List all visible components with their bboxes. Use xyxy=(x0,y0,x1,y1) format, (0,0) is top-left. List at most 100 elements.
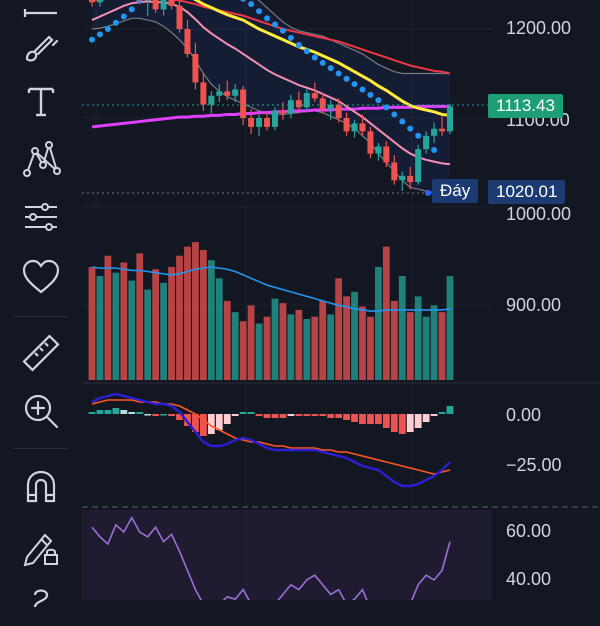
macd-histogram-bar xyxy=(287,414,295,416)
macd-histogram-bar xyxy=(398,414,406,434)
candle-body xyxy=(335,104,342,118)
sar-dot xyxy=(407,125,414,132)
volume-bar xyxy=(192,242,199,380)
current-price-badge: 1113.43 xyxy=(488,94,563,118)
macd-histogram-bar xyxy=(430,414,438,416)
volume-bar xyxy=(390,300,398,380)
volume-bar xyxy=(247,305,255,380)
volume-bar xyxy=(96,276,104,380)
sar-dot xyxy=(399,118,406,125)
price-axis-label: 900.00 xyxy=(506,295,562,315)
ruler-measure-icon[interactable] xyxy=(13,330,69,376)
candle-body xyxy=(423,135,430,150)
candle-body xyxy=(447,106,453,132)
favorites-heart-icon[interactable] xyxy=(13,254,69,300)
sar-dot xyxy=(415,132,422,139)
volume-bar xyxy=(263,316,271,380)
sar-dot xyxy=(431,147,438,154)
macd-histogram-bar xyxy=(390,414,398,432)
more-tools-icon[interactable] xyxy=(13,580,69,626)
chart-area[interactable]: 1200.00 1100.00 1000.00 900.00 1113.43 Đ… xyxy=(82,0,600,620)
volume-bar xyxy=(351,291,358,380)
volume-bar xyxy=(215,278,223,380)
macd-histogram-bar xyxy=(247,412,255,414)
macd-axis-label: −25.00 xyxy=(506,455,562,475)
volume-bar xyxy=(335,278,343,380)
volume-bar xyxy=(160,282,167,380)
macd-histogram-bar xyxy=(295,414,303,416)
candle-body xyxy=(256,118,263,127)
candle-body xyxy=(248,118,255,127)
toolbar-divider xyxy=(14,316,68,317)
text-tool-icon[interactable] xyxy=(13,78,69,124)
volume-bar xyxy=(406,312,414,380)
macd-histogram-bar xyxy=(128,412,136,414)
bollinger-fill xyxy=(92,0,450,194)
sar-dot xyxy=(271,21,278,28)
sar-dot xyxy=(383,104,390,111)
volume-bar xyxy=(430,305,438,380)
macd-histogram-bar xyxy=(327,414,335,418)
macd-histogram-bar xyxy=(168,414,175,416)
prediction-tool-icon[interactable] xyxy=(13,196,69,242)
volume-bar xyxy=(438,312,446,380)
candle-body xyxy=(367,131,374,154)
low-tag-badge: Đáy xyxy=(432,179,479,203)
sar-dot xyxy=(287,34,294,41)
volume-bar xyxy=(128,280,136,380)
macd-histogram-bar xyxy=(311,414,319,416)
candle-body xyxy=(200,82,207,105)
volume-bar xyxy=(184,246,191,380)
macd-histogram-bar xyxy=(192,414,199,432)
macd-histogram-bar xyxy=(207,414,215,434)
macd-histogram-bar xyxy=(112,408,120,414)
ema-red-line xyxy=(91,0,451,75)
volume-bar xyxy=(88,267,96,380)
macd-histogram-bar xyxy=(343,414,350,420)
rsi-axis-label: 60.00 xyxy=(506,521,552,541)
volume-bar xyxy=(327,314,335,380)
pattern-tool-icon[interactable] xyxy=(13,136,69,182)
candle-body xyxy=(415,149,422,183)
volume-bar xyxy=(207,260,215,380)
volume-bar xyxy=(144,289,152,380)
rsi-axis-label: 40.00 xyxy=(506,569,552,589)
candle-body xyxy=(399,175,406,181)
candle-body xyxy=(176,5,183,29)
price-axis-label: 1000.00 xyxy=(506,204,572,224)
sar-dot xyxy=(112,19,119,26)
zoom-in-icon[interactable] xyxy=(13,388,69,434)
macd-histogram-bar xyxy=(375,414,382,424)
sar-dot xyxy=(303,48,310,55)
volume-bar xyxy=(414,296,422,380)
sar-dot xyxy=(104,26,111,32)
candle-body xyxy=(232,89,239,96)
volume-bar xyxy=(343,296,350,380)
candle-body xyxy=(295,100,302,108)
volume-ma-line xyxy=(91,266,451,312)
candle-body xyxy=(160,0,167,10)
candle-body xyxy=(407,175,414,183)
candle-body xyxy=(271,110,278,127)
lock-drawing-icon[interactable] xyxy=(13,524,69,570)
volume-bar xyxy=(271,298,279,380)
candle-body xyxy=(240,89,247,118)
volume-bar xyxy=(168,267,175,380)
low-price-badge: 1020.01 xyxy=(488,180,566,204)
drawing-toolbar xyxy=(0,0,82,608)
sar-dot xyxy=(295,42,302,49)
macd-histogram-bar xyxy=(422,414,430,422)
macd-histogram-bar xyxy=(406,414,414,432)
sar-dot xyxy=(96,31,103,38)
trendline-tool-icon[interactable] xyxy=(13,0,69,28)
macd-histogram-bar xyxy=(303,414,311,416)
macd-histogram-bar xyxy=(160,414,167,416)
macd-histogram-bar xyxy=(255,414,263,416)
volume-bar xyxy=(104,255,112,380)
volume-bar xyxy=(375,267,382,380)
macd-histogram-bar xyxy=(438,412,446,414)
magnet-icon[interactable] xyxy=(13,464,69,510)
brush-tool-icon[interactable] xyxy=(13,24,69,70)
macd-histogram-bar xyxy=(96,410,104,414)
volume-bar xyxy=(112,272,120,380)
